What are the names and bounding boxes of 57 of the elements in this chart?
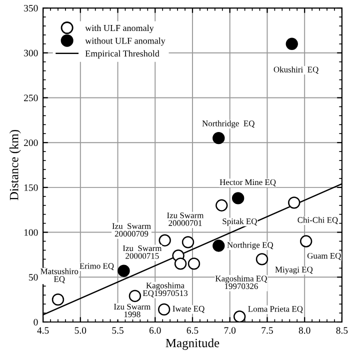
- y-tick-label: 0: [34, 318, 38, 326]
- annotation: Izu Swarm 20000709: [112, 223, 151, 237]
- point: [118, 264, 130, 277]
- point: [158, 303, 170, 316]
- annotation: Okushiri EQ: [274, 66, 318, 74]
- x-tick-label: 6.5: [186, 327, 198, 334]
- y-tick-label: 250: [24, 94, 38, 102]
- annotation: Iwate EQ: [172, 306, 205, 313]
- annotation: Miyagi EQ: [275, 266, 313, 274]
- point: [212, 132, 225, 144]
- x-tick-label: 5.5: [112, 327, 124, 334]
- legend-label: without ULF anomaly: [85, 37, 166, 46]
- point: [52, 293, 64, 306]
- y-tick-label: 150: [24, 184, 38, 191]
- point: [233, 310, 246, 322]
- y-tick-label: 50: [29, 274, 38, 281]
- annotation: Loma Prieta EQ: [248, 306, 303, 314]
- point: [232, 192, 244, 204]
- legend-label: with ULF anomaly: [85, 24, 154, 33]
- point: [286, 38, 298, 50]
- point: [128, 290, 142, 302]
- point: [288, 196, 300, 209]
- x-tick-label: 7.5: [262, 327, 273, 334]
- annotation: Kagoshima EQ19970513: [142, 282, 188, 298]
- annotation: Kagoshima EQ 19970326: [215, 275, 268, 290]
- x-tick-label: 5.0: [74, 327, 86, 334]
- annotation: Chi-Chi EQ: [298, 216, 338, 224]
- annotation: Izu Swarm 20000701: [167, 212, 204, 226]
- y-tick-label: 350: [24, 4, 38, 12]
- point: [188, 258, 200, 270]
- annotation: Northrige EQ: [227, 242, 274, 250]
- point: [174, 258, 187, 270]
- annotation: Izu Swarm 20000715: [122, 245, 162, 259]
- x-tick-label: 7.0: [224, 327, 236, 334]
- y-tick-label: 200: [24, 139, 38, 146]
- legend-label: Empirical Threshold: [85, 50, 160, 58]
- point: [300, 235, 312, 248]
- annotation: Erimo EQ: [80, 263, 114, 270]
- annotation: Spitak EQ: [222, 218, 258, 226]
- x-tick-label: 8.0: [298, 327, 310, 334]
- x-tick-label: 8.5: [336, 327, 348, 334]
- point: [256, 253, 268, 266]
- annotation: Izu Swarm 1998: [114, 304, 151, 318]
- annotation: Northridge EQ: [202, 120, 255, 128]
- y-tick-label: 300: [24, 50, 38, 56]
- point: [212, 240, 225, 252]
- annotation: Hector Mine EQ: [220, 179, 276, 186]
- point: [216, 199, 228, 212]
- x-axis-title: Magnitude: [166, 338, 220, 350]
- annotation: Matsushiro EQ: [40, 268, 78, 284]
- y-tick-label: 100: [24, 229, 38, 236]
- x-tick-label: 6.0: [149, 327, 161, 334]
- point: [182, 236, 194, 248]
- x-tick-label: 4.5: [37, 327, 49, 334]
- annotation: Guam EQ: [307, 252, 342, 260]
- y-axis-title: Distance (km): [9, 130, 21, 200]
- point: [158, 234, 171, 246]
